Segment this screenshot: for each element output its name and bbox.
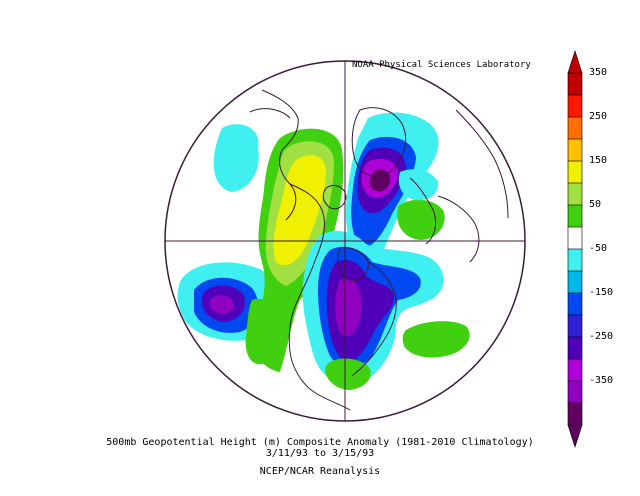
coastline-asia-east — [455, 109, 509, 219]
colorbar-swatch — [567, 292, 583, 316]
colorbar-swatch — [567, 248, 583, 272]
coastline-western-canada — [288, 183, 325, 393]
coastlines — [249, 89, 509, 411]
colorbar-swatch — [567, 270, 583, 294]
anomaly-region-pacific-low-center — [209, 295, 234, 314]
colorbar-tick-label: 50 — [589, 199, 602, 210]
globe-outline — [164, 60, 526, 422]
credit-text: NOAA Physical Sciences Laboratory — [352, 60, 531, 70]
colorbar-tick-label: -150 — [589, 287, 614, 298]
caption-source: NCEP/NCAR Reanalysis — [259, 466, 381, 477]
colorbar-swatch — [567, 182, 583, 206]
coastline-siberia — [249, 108, 291, 119]
colorbar-tick-label: -350 — [589, 375, 614, 386]
colorbar-swatch — [567, 94, 583, 118]
coastline-central-america — [313, 391, 351, 411]
coastline-scandinavia — [409, 177, 437, 245]
colorbar-tick-label: 150 — [589, 155, 608, 166]
colorbar-tick-label: -50 — [589, 243, 608, 254]
colorbar-bottom-arrow — [567, 424, 583, 448]
colorbar-swatch — [567, 358, 583, 382]
anomaly-region-epacific-green — [245, 298, 282, 365]
anomaly-region-alaska-ridge-core — [273, 155, 327, 266]
colorbar-swatch — [567, 160, 583, 184]
anomaly-region-eurasia-cyan — [398, 169, 439, 201]
colorbar-swatch — [567, 402, 583, 426]
colorbar — [567, 50, 583, 448]
anomaly-region-atlantic-green — [402, 321, 470, 358]
anomaly-region-namerica-trough-violet — [335, 278, 363, 337]
colorbar-swatch — [567, 72, 583, 96]
anomaly-region-pacific-cyan-north — [213, 124, 259, 192]
colorbar-swatch — [567, 226, 583, 250]
colorbar-swatch — [567, 336, 583, 360]
anomaly-fill — [177, 112, 470, 390]
colorbar-swatch — [567, 116, 583, 140]
colorbar-tick-label: 350 — [589, 67, 608, 78]
anomaly-region-arctic-trough-core — [369, 169, 391, 192]
coastline-alaska — [261, 89, 299, 221]
colorbar-swatch — [567, 204, 583, 228]
colorbar-tick-label: -250 — [589, 331, 614, 342]
colorbar-top-arrow — [567, 50, 583, 74]
coastline-greenland — [351, 107, 407, 177]
colorbar-swatch — [567, 314, 583, 338]
colorbar-tick-label: 250 — [589, 111, 608, 122]
anomaly-region-eurasia-green — [397, 199, 445, 240]
colorbar-swatch — [567, 138, 583, 162]
caption-dates: 3/11/93 to 3/15/93 — [265, 448, 375, 459]
coastline-hudson-bay — [337, 247, 369, 281]
colorbar-swatch — [567, 380, 583, 404]
coastline-arctic-islands — [322, 185, 347, 210]
coastline-east-north-america — [351, 261, 397, 377]
anomaly-region-gulf-green — [325, 358, 371, 390]
caption-title: 500mb Geopotential Height (m) Composite … — [106, 437, 534, 448]
coastline-europe — [437, 195, 480, 263]
